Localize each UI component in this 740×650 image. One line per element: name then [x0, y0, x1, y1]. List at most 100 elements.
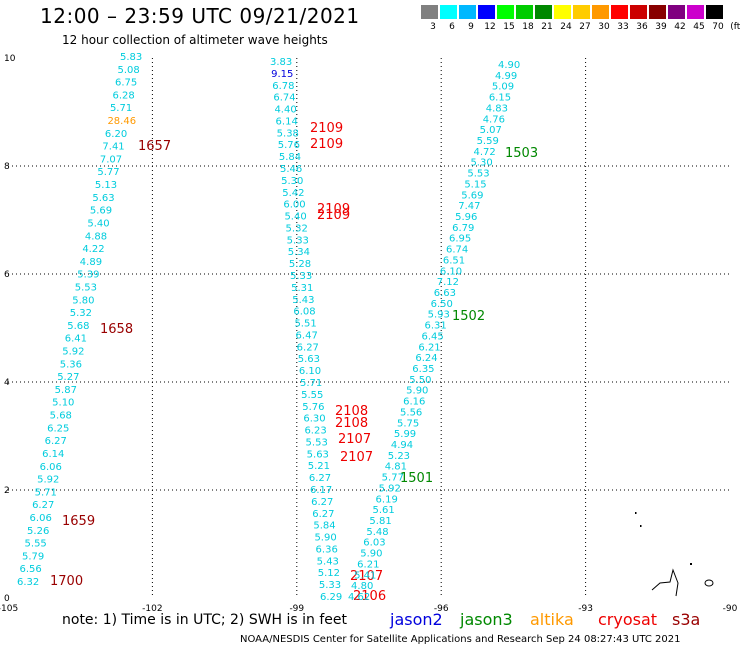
wave-height-label: 6.95 — [449, 234, 471, 245]
wave-height-label: 5.63 — [307, 449, 329, 460]
wave-height-label: 4.72 — [474, 147, 496, 158]
wave-height-label: 5.69 — [461, 190, 483, 201]
time-label: 2107 — [338, 432, 371, 447]
wave-height-label: 6.41 — [65, 334, 87, 345]
time-label: 1700 — [50, 574, 83, 589]
time-label: 2107 — [350, 569, 383, 584]
wave-height-label: 5.96 — [455, 212, 477, 223]
legend-item-s3a: s3a — [672, 610, 701, 629]
axis-labels: -105 -102 -99 -96 -93 -90 0 2 4 6 8 10 — [0, 54, 738, 614]
wave-height-label: 6.79 — [452, 223, 474, 234]
wave-height-label: 5.53 — [306, 437, 328, 448]
wave-height-label: 6.47 — [296, 330, 318, 341]
wave-height-label: 5.31 — [291, 283, 313, 294]
wave-height-label: 4.62 — [348, 592, 370, 603]
wave-height-label: 6.20 — [105, 129, 127, 140]
color-swatch — [478, 5, 495, 19]
wave-height-label: 5.28 — [289, 259, 311, 270]
wave-height-label: 5.68 — [50, 411, 72, 422]
time-label: 2109 — [317, 202, 350, 217]
wave-height-label: 5.77 — [382, 473, 404, 484]
wave-height-label: 4.80 — [351, 581, 373, 592]
wave-height-label: 6.27 — [297, 342, 319, 353]
wave-height-label: 6.51 — [443, 255, 465, 266]
wave-height-label: 5.33 — [319, 580, 341, 591]
track-labels: 5.83 5.08 6.756.28 5.71 28.46 6.20 7.417.07 5.7… — [17, 52, 538, 604]
wave-height-label: 5.63 — [92, 193, 114, 204]
wave-height-label: 5.68 — [67, 321, 89, 332]
x-tick-label: -90 — [723, 604, 738, 614]
wave-height-label: 5.84 — [279, 152, 301, 163]
color-scale-label: 3 — [430, 22, 436, 32]
legend-item-jason3: jason3 — [460, 610, 513, 629]
color-swatch — [554, 5, 571, 19]
wave-height-label: 6.27 — [309, 473, 331, 484]
color-swatch — [421, 5, 438, 19]
wave-height-label: 4.83 — [486, 103, 508, 114]
wave-height-label: 6.29 — [320, 592, 342, 603]
wave-height-label: 5.33 — [290, 271, 312, 282]
legend-item-jason2: jason2 — [390, 610, 443, 629]
wave-height-label: 5.59 — [477, 136, 499, 147]
wave-height-label: 5.26 — [27, 526, 49, 537]
wave-height-label: 5.10 — [52, 398, 74, 409]
color-swatch — [706, 5, 723, 19]
wave-height-label: 6.19 — [376, 494, 398, 505]
wave-height-label: 5.07 — [480, 125, 502, 136]
wave-height-label: 5.80 — [72, 295, 94, 306]
wave-height-label: 5.71 — [110, 103, 132, 114]
x-tick-label: -105 — [0, 604, 18, 614]
color-swatch — [516, 5, 533, 19]
coastline-islands — [635, 512, 714, 597]
wave-height-label: 6.21 — [418, 342, 440, 353]
color-scale-label: 15 — [503, 22, 515, 32]
wave-height-label: 6.36 — [316, 544, 338, 555]
wave-height-label: 5.81 — [369, 516, 391, 527]
time-label: 2106 — [353, 589, 386, 604]
wave-height-label: 6.32 — [17, 577, 39, 588]
color-scale-label: 24 — [560, 22, 572, 32]
wave-height-label: 6.14 — [276, 116, 298, 127]
wave-height-label: 5.32 — [70, 308, 92, 319]
wave-height-label: 5.92 — [379, 483, 401, 494]
wave-height-label: 4.89 — [80, 257, 102, 268]
wave-height-label: 4.94 — [391, 440, 413, 451]
wave-height-label: 5.90 — [360, 549, 382, 560]
wave-height-label: 5.53 — [467, 169, 489, 180]
wave-height-label: 5.32 — [286, 223, 308, 234]
wave-height-label: 5.38 — [277, 128, 299, 139]
wave-height-label: 7.07 — [100, 154, 122, 165]
time-label: 2109 — [317, 208, 350, 223]
wave-height-label: 5.87 — [55, 385, 77, 396]
x-tick-label: -99 — [289, 604, 304, 614]
wave-height-label: 5.46 — [280, 164, 302, 175]
island — [640, 525, 642, 527]
y-tick-label: 10 — [4, 54, 16, 64]
y-tick-label: 4 — [4, 378, 10, 388]
wave-height-label: 5.51 — [294, 319, 316, 330]
coastline — [651, 568, 679, 597]
wave-height-label: 5.33 — [287, 235, 309, 246]
wave-height-label: 6.50 — [431, 299, 453, 310]
wave-height-label: 6.25 — [47, 423, 69, 434]
wave-height-label: 5.27 — [57, 372, 79, 383]
wave-height-label: 6.06 — [40, 462, 62, 473]
wave-height-label: 5.79 — [22, 551, 44, 562]
time-label: 1502 — [452, 309, 485, 324]
wave-height-label: 5.53 — [75, 282, 97, 293]
wave-height-label: 5.71 — [300, 378, 322, 389]
wave-height-label: 5.92 — [37, 475, 59, 486]
wave-height-label: 6.27 — [32, 500, 54, 511]
wave-height-label: 4.81 — [385, 462, 407, 473]
time-label: 1659 — [62, 514, 95, 529]
wave-height-label: 6.21 — [357, 559, 379, 570]
wave-height-label: 6.63 — [434, 288, 456, 299]
wave-height-label: 6.75 — [115, 78, 137, 89]
wave-height-label: 5.42 — [282, 188, 304, 199]
color-swatch — [497, 5, 514, 19]
y-tick-label: 8 — [4, 162, 10, 172]
credits-footer: NOAA/NESDIS Center for Satellite Applica… — [240, 634, 681, 645]
wave-height-label: 9.15 — [271, 69, 293, 80]
color-scale-label: 39 — [655, 22, 667, 32]
